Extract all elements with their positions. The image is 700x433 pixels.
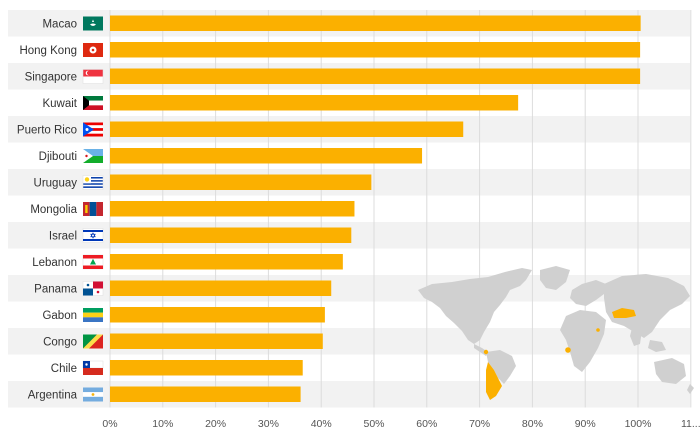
flag-macao-icon <box>83 16 103 31</box>
flag-congo-icon <box>83 334 103 349</box>
category-label: Congo <box>43 336 77 348</box>
bar <box>110 121 464 137</box>
x-tick-labels: 0% 10% 20% 30% 40% 50% 60% 70% 80% 90% 100% 11... <box>102 418 700 430</box>
x-tick-label: 80% <box>522 418 543 430</box>
category-label: Singapore <box>25 71 77 83</box>
category-label: Gabon <box>42 310 77 322</box>
bar <box>110 95 519 111</box>
map-greenland <box>540 266 570 290</box>
bar <box>110 307 325 323</box>
bar <box>110 280 332 296</box>
category-label: Panama <box>34 283 77 295</box>
x-tick-label: 50% <box>363 418 384 430</box>
flag-israel-icon <box>82 228 104 243</box>
map-north-america <box>418 268 532 344</box>
category-label: Hong Kong <box>19 45 77 57</box>
bar <box>110 254 343 270</box>
category-label: Israel <box>49 230 77 242</box>
bar <box>110 201 355 217</box>
category-label: Mongolia <box>30 204 77 216</box>
flag-kuwait-icon <box>83 96 103 110</box>
x-tick-label: 20% <box>205 418 226 430</box>
bar <box>110 174 372 190</box>
category-label: Kuwait <box>42 98 77 110</box>
x-tick-label: 10% <box>152 418 173 430</box>
category-label: Argentina <box>28 389 78 401</box>
map-africa <box>560 310 606 372</box>
map-djibouti-highlight <box>596 328 600 332</box>
flag-lebanon-icon <box>82 254 104 270</box>
x-tick-label: 60% <box>416 418 437 430</box>
bar <box>110 333 323 349</box>
x-tick-label: 30% <box>258 418 279 430</box>
x-tick-label: 40% <box>311 418 332 430</box>
flag-gabon-icon <box>83 308 103 322</box>
bar <box>110 68 641 84</box>
x-tick-label: 11... <box>681 418 700 430</box>
x-tick-label: 90% <box>575 418 596 430</box>
category-label: Uruguay <box>34 177 78 189</box>
flag-hong-kong-icon <box>83 43 103 57</box>
x-tick-label: 70% <box>469 418 490 430</box>
flag-djibouti-icon <box>83 149 103 163</box>
map-mongolia-highlight <box>612 308 636 318</box>
map-argentina-chile-highlight <box>486 362 502 400</box>
bars <box>110 15 641 402</box>
flag-mongolia-icon <box>83 202 103 216</box>
flags <box>82 16 104 402</box>
map-asia <box>604 274 690 338</box>
map-australia <box>654 358 686 384</box>
bar <box>110 42 641 58</box>
category-label: Lebanon <box>32 257 77 269</box>
world-map-icon <box>418 266 694 400</box>
bar <box>110 386 301 402</box>
flag-uruguay-icon <box>82 175 104 190</box>
map-europe <box>570 280 606 306</box>
category-label: Djibouti <box>39 151 77 163</box>
category-label: Macao <box>42 18 77 30</box>
map-panama-highlight <box>483 349 489 355</box>
category-label: Chile <box>51 363 77 375</box>
flag-puerto-rico-icon <box>83 122 103 137</box>
bar <box>110 15 641 31</box>
bar <box>110 360 303 376</box>
category-labels: Macao Hong Kong Singapore Kuwait Puerto Rico… <box>17 18 78 401</box>
map-india <box>630 328 642 346</box>
x-tick-label: 100% <box>625 418 652 430</box>
map-gabon-congo-highlight <box>565 347 571 353</box>
map-south-america <box>486 350 516 384</box>
flag-singapore-icon <box>82 69 104 84</box>
category-label: Puerto Rico <box>17 124 77 136</box>
x-tick-label: 0% <box>102 418 117 430</box>
flag-argentina-icon <box>83 387 103 402</box>
bar <box>110 148 423 164</box>
flag-panama-icon <box>82 281 104 296</box>
map-se-asia <box>648 340 666 352</box>
map-new-zealand <box>687 384 694 394</box>
bar <box>110 227 352 243</box>
flag-chile-icon <box>82 360 104 375</box>
